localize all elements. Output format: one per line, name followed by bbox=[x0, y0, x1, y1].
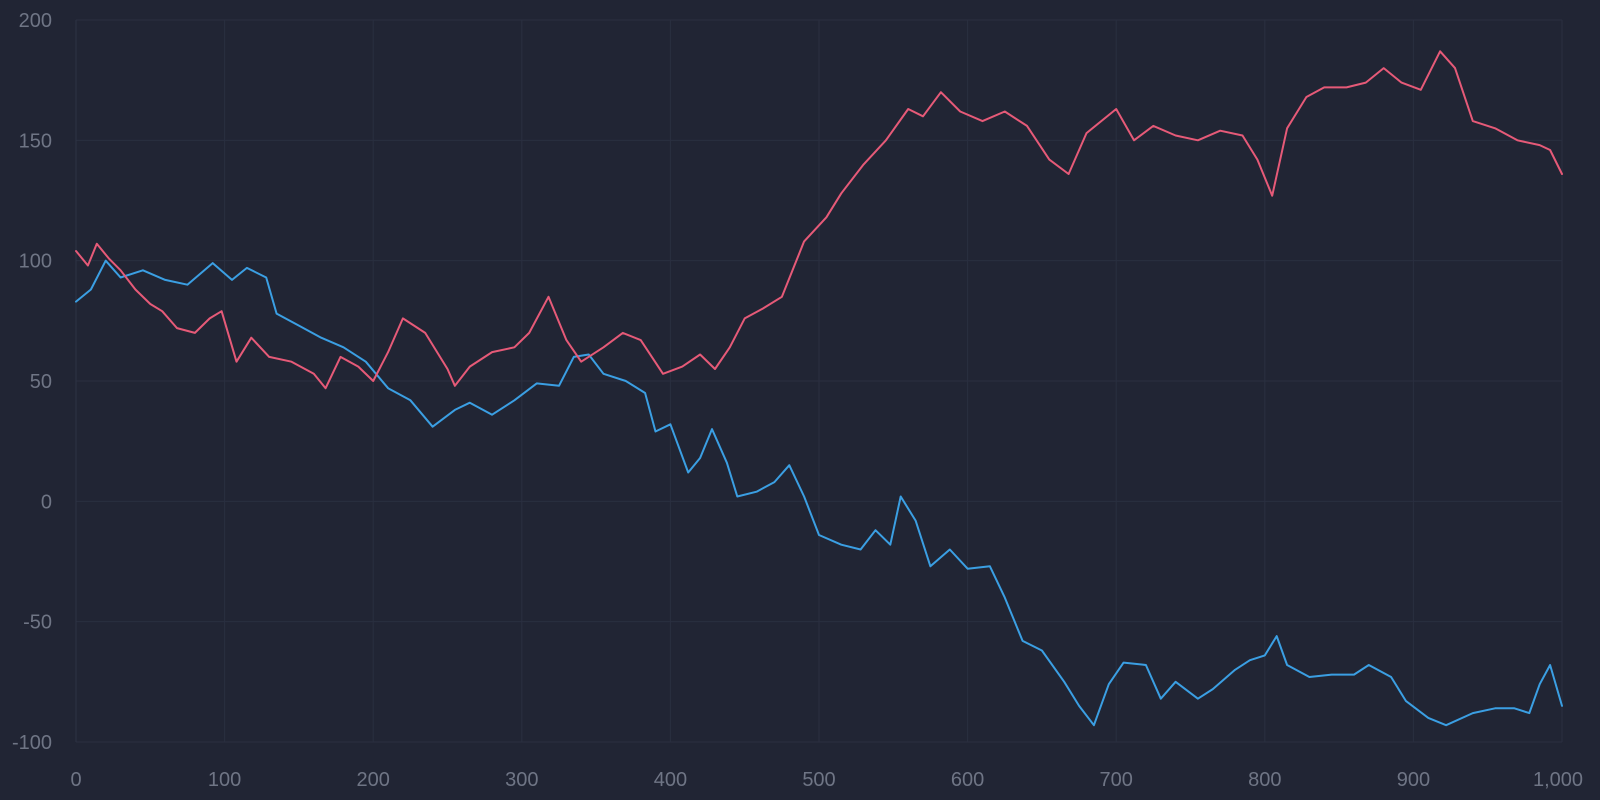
x-tick-label: 200 bbox=[357, 769, 390, 791]
x-tick-label: 700 bbox=[1100, 769, 1133, 791]
y-tick-label: 150 bbox=[19, 130, 52, 152]
y-tick-label: 200 bbox=[19, 10, 52, 32]
series-line-2 bbox=[75, 50, 1563, 390]
x-tick-label: 500 bbox=[802, 769, 835, 791]
x-tick-label: 100 bbox=[208, 769, 241, 791]
y-tick-label: -100 bbox=[12, 732, 52, 754]
x-tick-label: 900 bbox=[1397, 769, 1430, 791]
x-tick-label: 400 bbox=[654, 769, 687, 791]
y-tick-label: 50 bbox=[30, 371, 52, 393]
x-tick-label: 600 bbox=[951, 769, 984, 791]
y-tick-label: 100 bbox=[19, 251, 52, 273]
x-tick-label: 300 bbox=[505, 769, 538, 791]
y-tick-label: -50 bbox=[23, 612, 52, 634]
y-tick-label: 0 bbox=[41, 491, 52, 513]
x-tick-label: 800 bbox=[1248, 769, 1281, 791]
x-tick-label: 0 bbox=[70, 769, 81, 791]
series-line-1 bbox=[75, 259, 1563, 727]
x-tick-label: 1,000 bbox=[1533, 769, 1583, 791]
